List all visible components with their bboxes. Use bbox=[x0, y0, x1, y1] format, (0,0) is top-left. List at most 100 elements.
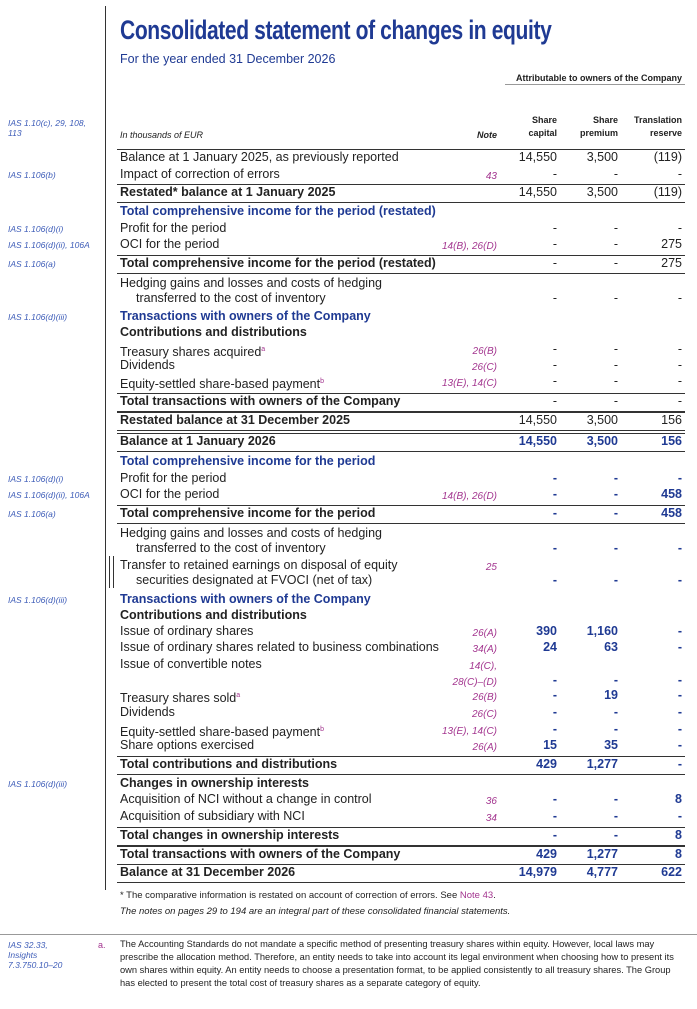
cell-value: - bbox=[613, 573, 618, 587]
cell-value: 275 bbox=[661, 237, 682, 251]
row-label: Share options exercised bbox=[120, 738, 255, 752]
cell-value: - bbox=[552, 237, 557, 251]
cell-value: - bbox=[677, 374, 682, 388]
cell-value: 35 bbox=[604, 738, 618, 752]
cell-value: - bbox=[552, 358, 557, 372]
row-label: Profit for the period bbox=[120, 221, 227, 235]
cell-value: 156 bbox=[661, 434, 682, 448]
row-label: Profit for the period bbox=[120, 471, 227, 485]
cell-value: - bbox=[677, 673, 682, 687]
rule bbox=[505, 84, 685, 85]
ias-reference: IAS 1.106(d)(iii) bbox=[8, 312, 68, 322]
cell-value: - bbox=[677, 624, 682, 638]
row-label: Total transactions with owners of the Co… bbox=[120, 394, 401, 408]
ias-reference: IAS 1.106(d)(i) bbox=[8, 474, 64, 484]
cell-value: 14,550 bbox=[518, 185, 557, 199]
row-label: Total comprehensive income for the perio… bbox=[120, 204, 436, 218]
cell-value: 8 bbox=[675, 792, 682, 806]
row-label: Issue of ordinary shares related to busi… bbox=[120, 640, 439, 654]
cell-value: - bbox=[552, 705, 557, 719]
cell-value: 24 bbox=[543, 640, 557, 654]
row-label: Hedging gains and losses and costs of he… bbox=[120, 276, 382, 290]
row-label: Total comprehensive income for the perio… bbox=[120, 506, 376, 520]
cell-value: - bbox=[677, 541, 682, 555]
cell-value: 3,500 bbox=[586, 185, 618, 199]
cell-value: - bbox=[552, 809, 557, 823]
cell-value: - bbox=[552, 573, 557, 587]
ias-reference: IAS 1.106(d)(ii), 106A bbox=[8, 240, 90, 250]
rule bbox=[117, 273, 685, 274]
cell-value: - bbox=[552, 487, 557, 501]
cell-value: - bbox=[613, 705, 618, 719]
row-label: OCI for the period bbox=[120, 237, 220, 251]
note-ref: 26(B) bbox=[472, 692, 497, 703]
row-label: Total contributions and distributions bbox=[120, 757, 338, 771]
rule bbox=[117, 827, 685, 828]
cell-value: - bbox=[552, 471, 557, 485]
cell-value: - bbox=[677, 221, 682, 235]
rule bbox=[117, 184, 685, 185]
cell-value: - bbox=[552, 688, 557, 702]
ias-reference: IAS 1.106(b) bbox=[8, 170, 56, 180]
rule bbox=[117, 411, 685, 412]
cell-value: - bbox=[552, 221, 557, 235]
cell-value: - bbox=[613, 291, 618, 305]
column-header: Share bbox=[531, 115, 557, 125]
note-header: Note bbox=[477, 130, 497, 140]
cell-value: - bbox=[613, 342, 618, 356]
note-ref: 26(A) bbox=[472, 742, 497, 753]
cell-value: - bbox=[677, 757, 682, 771]
cell-value: - bbox=[613, 394, 618, 408]
rule bbox=[117, 845, 685, 846]
cell-value: - bbox=[677, 342, 682, 356]
row-label: Impact of correction of errors bbox=[120, 167, 280, 181]
cell-value: 1,277 bbox=[586, 847, 618, 861]
cell-value: 15 bbox=[543, 738, 557, 752]
row-label: Hedging gains and losses and costs of he… bbox=[120, 526, 382, 540]
note-ref: 43 bbox=[485, 171, 497, 182]
row-label: securities designated at FVOCI (net of t… bbox=[136, 573, 373, 587]
rule bbox=[117, 433, 685, 434]
rule bbox=[117, 523, 685, 524]
row-label: Balance at 1 January 2026 bbox=[120, 434, 276, 448]
note-ref: 34(A) bbox=[472, 644, 497, 655]
cell-value: - bbox=[613, 237, 618, 251]
cell-value: 458 bbox=[661, 506, 682, 520]
cell-value: 8 bbox=[675, 828, 682, 842]
footnote-text: The Accounting Standards do not mandate … bbox=[120, 939, 674, 988]
column-header: Share bbox=[592, 115, 618, 125]
row-label: transferred to the cost of inventory bbox=[136, 291, 326, 305]
cell-value: - bbox=[677, 722, 682, 736]
cell-value: - bbox=[677, 705, 682, 719]
cell-value: 390 bbox=[536, 624, 557, 638]
rule bbox=[117, 202, 685, 203]
row-label: Total comprehensive income for the perio… bbox=[120, 256, 436, 270]
row-label: Transactions with owners of the Company bbox=[120, 309, 371, 323]
cell-value: 3,500 bbox=[586, 413, 618, 427]
cell-value: 8 bbox=[675, 847, 682, 861]
row-label: Acquisition of NCI without a change in c… bbox=[120, 792, 372, 806]
cell-value: 429 bbox=[536, 847, 557, 861]
note-ref: 36 bbox=[485, 796, 497, 807]
row-label: Transfer to retained earnings on disposa… bbox=[120, 558, 398, 572]
cell-value: - bbox=[552, 167, 557, 181]
cell-value: 19 bbox=[604, 688, 618, 702]
row-label: Treasury shares acquireda bbox=[120, 345, 266, 360]
cell-value: - bbox=[552, 828, 557, 842]
row-label: Restated* balance at 1 January 2025 bbox=[120, 185, 336, 199]
ias-reference: IAS 1.106(d)(ii), 106A bbox=[8, 490, 90, 500]
note-link[interactable]: Note 43 bbox=[459, 890, 494, 901]
cell-value: - bbox=[552, 291, 557, 305]
column-header: Translation bbox=[633, 115, 682, 125]
cell-value: - bbox=[613, 828, 618, 842]
rule bbox=[117, 756, 685, 757]
attributable-label: Attributable to owners of the Company bbox=[515, 73, 682, 83]
column-header: premium bbox=[579, 128, 618, 138]
row-label: Total comprehensive income for the perio… bbox=[120, 454, 376, 468]
cell-value: - bbox=[677, 688, 682, 702]
cell-value: - bbox=[552, 722, 557, 736]
rule bbox=[117, 882, 685, 883]
cell-value: 458 bbox=[661, 487, 682, 501]
cell-value: 429 bbox=[536, 757, 557, 771]
rule bbox=[117, 149, 685, 150]
